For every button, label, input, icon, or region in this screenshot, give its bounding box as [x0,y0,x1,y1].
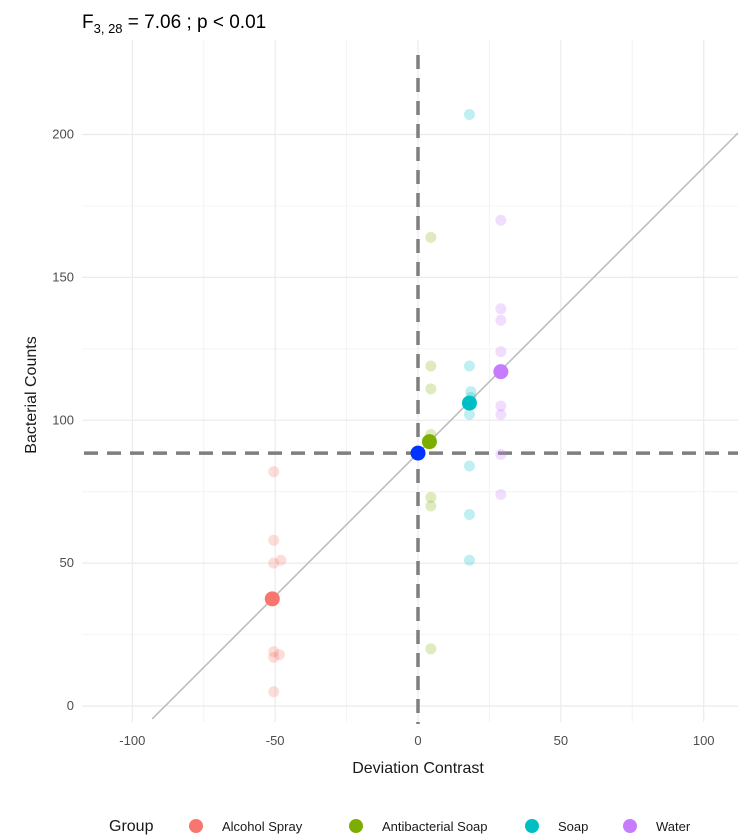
y-tick-label: 50 [60,555,74,570]
data-point [268,466,280,478]
title-subscript: 3, 28 [94,21,123,36]
group-mean-point [493,364,509,380]
data-point [425,491,437,503]
y-tick-label: 200 [52,127,74,142]
y-tick-label: 0 [67,698,74,713]
title-rest: = 7.06 ; p < 0.01 [123,12,267,33]
legend-label: Water [656,819,691,834]
x-tick-label: -100 [119,733,145,748]
x-tick-label: 0 [414,733,421,748]
reference-lines [84,55,738,724]
data-point [425,643,437,655]
chart-title: F3, 28 = 7.06 ; p < 0.01 [82,12,266,36]
data-point [268,557,280,569]
legend-key [623,819,637,833]
data-point [425,360,437,372]
x-axis-title: Deviation Contrast [352,760,484,777]
data-point [495,314,507,326]
y-tick-label: 150 [52,269,74,284]
legend-label: Soap [558,819,588,834]
data-point [425,383,437,395]
data-point [495,489,507,501]
data-point [463,460,475,472]
legend-key [525,819,539,833]
x-tick-labels: -100 -50 0 50 100 [119,733,714,748]
group-mean-point [461,395,477,411]
legend-label: Alcohol Spray [222,819,303,834]
legend-label: Antibacterial Soap [382,819,488,834]
data-point [495,409,507,421]
legend: Group Alcohol Spray Antibacterial Soap Soap… [109,818,691,835]
legend-key [189,819,203,833]
data-point [463,360,475,372]
data-point [495,303,507,315]
group-mean-point [421,434,437,450]
group-means [264,364,509,607]
data-point [463,409,475,421]
data-point [268,646,280,658]
data-point [463,554,475,566]
title-main: F [82,12,94,33]
y-tick-labels: 0 50 100 150 200 [52,127,74,714]
data-point [465,386,477,398]
data-point [463,509,475,521]
data-point [268,686,280,698]
data-point [268,651,280,663]
legend-title: Group [109,818,154,835]
data-point [425,500,437,512]
legend-key [349,819,363,833]
data-point [495,400,507,412]
data-point [463,108,475,120]
data-point [495,449,507,461]
data-point [495,346,507,358]
data-point [268,534,280,546]
x-tick-label: 100 [693,733,715,748]
y-tick-label: 100 [52,412,74,427]
x-tick-label: 50 [554,733,568,748]
data-point [273,649,285,661]
data-point [275,554,287,566]
data-point [425,231,437,243]
grand-mean-point [410,445,426,461]
y-axis-title: Bacterial Counts [23,336,40,453]
grid-lines [82,40,738,722]
group-mean-point [264,591,280,607]
x-tick-label: -50 [266,733,285,748]
fit-line [151,132,738,720]
data-point [495,214,507,226]
